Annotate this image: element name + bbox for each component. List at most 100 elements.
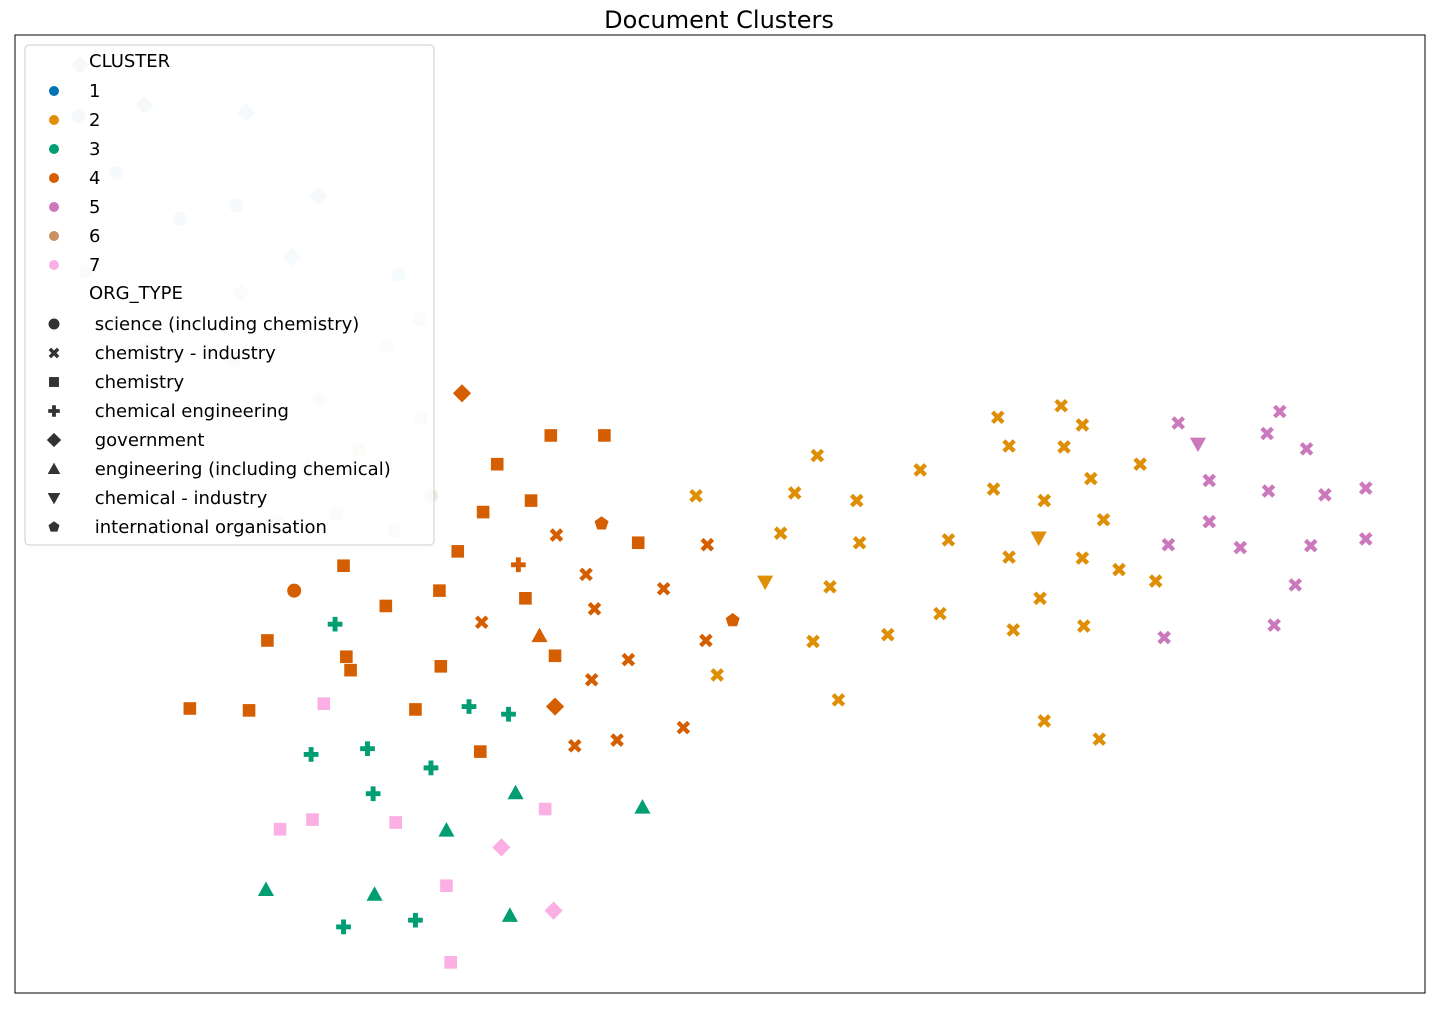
series-cluster-4 [183,384,740,758]
legend-label-cluster-4: 4 [89,168,100,189]
point-cluster-3-9 [507,784,524,800]
legend-swatch-cluster-1 [49,86,59,96]
legend-label-org-type-7: international organisation [89,517,327,538]
chart-title: Document Clusters [604,6,834,34]
legend-label-org-type-5: engineering (including chemical) [89,459,391,480]
point-cluster-5-9 [1202,514,1217,529]
point-cluster-2-34 [1092,732,1107,746]
point-cluster-5-1 [1171,416,1186,430]
point-cluster-4-38 [567,739,582,753]
point-cluster-7-7 [492,838,511,857]
point-cluster-5-10 [1161,537,1176,552]
point-cluster-5-16 [1267,618,1281,632]
point-cluster-5-7 [1318,488,1332,502]
point-cluster-2-8 [913,463,928,477]
legend-style-title: ORG_TYPE [89,283,183,304]
legend-marker-pentagon [48,521,60,532]
legend-marker-diamond [46,432,62,448]
point-cluster-3-8 [408,912,423,928]
point-cluster-4-27 [549,528,564,542]
point-cluster-2-21 [1075,551,1090,565]
point-cluster-2-30 [1076,619,1091,633]
legend-swatch-cluster-5 [49,202,59,212]
point-cluster-3-0 [327,616,343,632]
legend-marker-circle [48,318,60,330]
point-cluster-3-3 [303,747,319,762]
point-cluster-4-17 [379,599,393,613]
point-cluster-7-8 [544,901,563,920]
point-cluster-3-1 [461,699,477,714]
point-cluster-3-11 [438,822,455,837]
point-cluster-5-3 [1260,426,1274,441]
point-cluster-4-7 [544,429,558,442]
point-cluster-4-14 [337,559,350,573]
point-cluster-2-25 [1033,591,1047,606]
point-cluster-2-4 [1075,418,1090,432]
point-cluster-4-1 [545,697,565,716]
point-cluster-4-19 [340,650,353,664]
point-cluster-2-23 [1148,574,1163,588]
point-cluster-2-20 [1002,550,1016,564]
legend-label-cluster-3: 3 [89,139,100,160]
point-cluster-4-29 [700,537,715,552]
point-cluster-2-13 [849,493,864,508]
point-cluster-3-13 [366,886,383,901]
legend-swatch-cluster-7 [49,260,59,270]
point-cluster-2-11 [986,482,1001,496]
point-cluster-4-4 [725,612,740,627]
point-cluster-4-30 [656,581,671,596]
legend-hue-entries: 1 2 3 4 5 6 7 [49,81,100,276]
legend-label-org-type-6: chemical - industry [89,488,268,509]
legend-label-org-type-1: chemistry - industry [89,343,276,364]
point-cluster-7-3 [306,813,319,826]
point-cluster-2-24 [823,580,837,594]
point-cluster-4-23 [183,702,197,715]
point-cluster-2-5 [1002,439,1016,453]
point-cluster-4-0 [452,384,472,403]
point-cluster-2-31 [710,668,724,682]
point-cluster-5-15 [1157,630,1171,645]
point-cluster-2-26 [933,606,947,621]
point-cluster-4-31 [587,602,602,616]
point-cluster-5-2 [1272,404,1287,419]
legend-label-cluster-6: 6 [89,226,100,247]
point-cluster-2-1 [1030,531,1047,546]
point-cluster-4-12 [631,536,645,550]
point-cluster-5-12 [1304,538,1318,553]
point-cluster-5-13 [1358,532,1373,546]
point-cluster-2-10 [1084,471,1098,486]
point-cluster-2-29 [1006,623,1021,637]
point-cluster-2-32 [831,693,846,707]
point-cluster-2-14 [689,489,703,503]
point-cluster-4-25 [409,703,422,716]
point-cluster-4-34 [621,652,636,667]
point-cluster-2-18 [852,535,867,550]
legend-label-cluster-2: 2 [89,110,100,131]
point-cluster-3-10 [634,799,651,814]
point-cluster-4-37 [610,733,624,747]
point-cluster-4-3 [594,516,609,530]
legend-label-org-type-4: government [89,430,204,451]
point-cluster-7-5 [440,879,453,893]
point-cluster-4-32 [474,615,489,630]
point-cluster-4-8 [598,429,611,442]
point-cluster-2-6 [1057,440,1071,454]
legend-label-cluster-1: 1 [89,81,100,102]
point-cluster-4-21 [548,649,562,663]
point-cluster-7-2 [273,822,287,836]
legend-label-org-type-3: chemical engineering [89,401,289,422]
point-cluster-2-27 [881,627,895,642]
point-cluster-3-2 [501,706,516,722]
point-cluster-2-12 [787,486,802,500]
legend-style-entries: science (including chemistry) chemistry … [46,314,391,538]
point-cluster-3-7 [336,919,351,935]
point-cluster-4-36 [676,720,691,735]
legend-label-org-type-0: science (including chemistry) [89,314,359,335]
point-cluster-2-28 [806,634,820,649]
point-cluster-4-6 [511,557,526,573]
point-cluster-7-1 [538,802,552,816]
point-cluster-3-6 [365,786,381,802]
point-cluster-4-33 [699,633,713,648]
series-cluster-3 [257,616,651,935]
